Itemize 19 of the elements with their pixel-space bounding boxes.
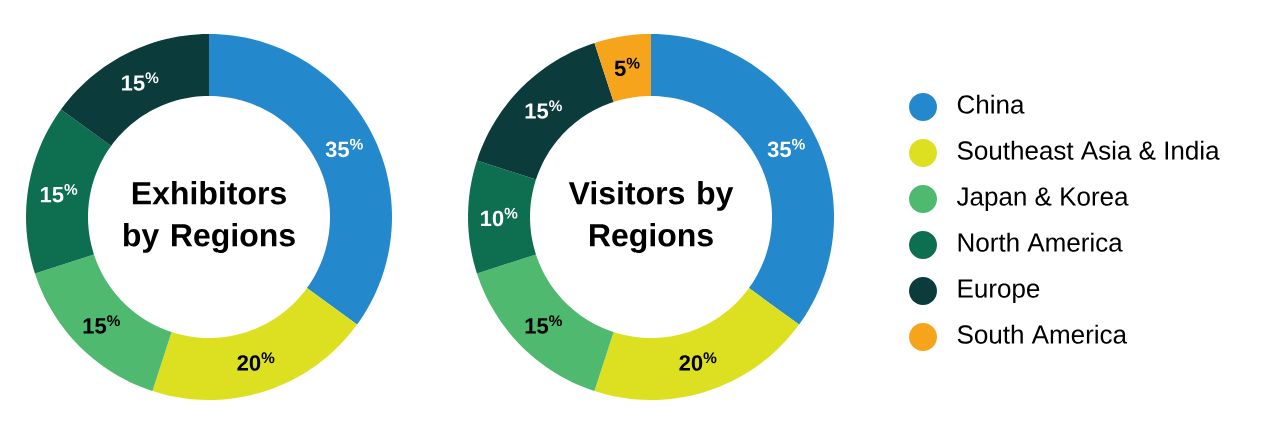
data-label: 15$^{%}$ xyxy=(83,315,120,334)
data-label: 15$^{%}$ xyxy=(525,315,562,334)
data-label: 15$^{%}$ xyxy=(525,100,562,119)
legend-label: North America xyxy=(958,232,1123,252)
text: Exhibitors by Regions xyxy=(123,181,295,253)
data-label: 35$^{%}$ xyxy=(325,138,363,158)
legend-label: Southeast Asia & India xyxy=(957,140,1220,160)
legend-label: South America xyxy=(957,324,1128,344)
legend-label: Japan & Korea xyxy=(956,187,1129,211)
text: Visitors by Regions xyxy=(568,181,734,253)
legend-label: Europe xyxy=(958,279,1040,303)
data-label: 20$^{%}$ xyxy=(679,352,717,371)
data-label: 15$^{%}$ xyxy=(122,72,159,91)
data-label: 35$^{%}$ xyxy=(767,138,805,158)
data-label: 20$^{%}$ xyxy=(237,352,275,371)
data-label: 10$^{%}$ xyxy=(481,207,518,227)
legend-label: China xyxy=(957,94,1025,114)
data-label: 5$^{%}$ xyxy=(614,57,640,77)
data-label: 15$^{%}$ xyxy=(40,184,78,203)
